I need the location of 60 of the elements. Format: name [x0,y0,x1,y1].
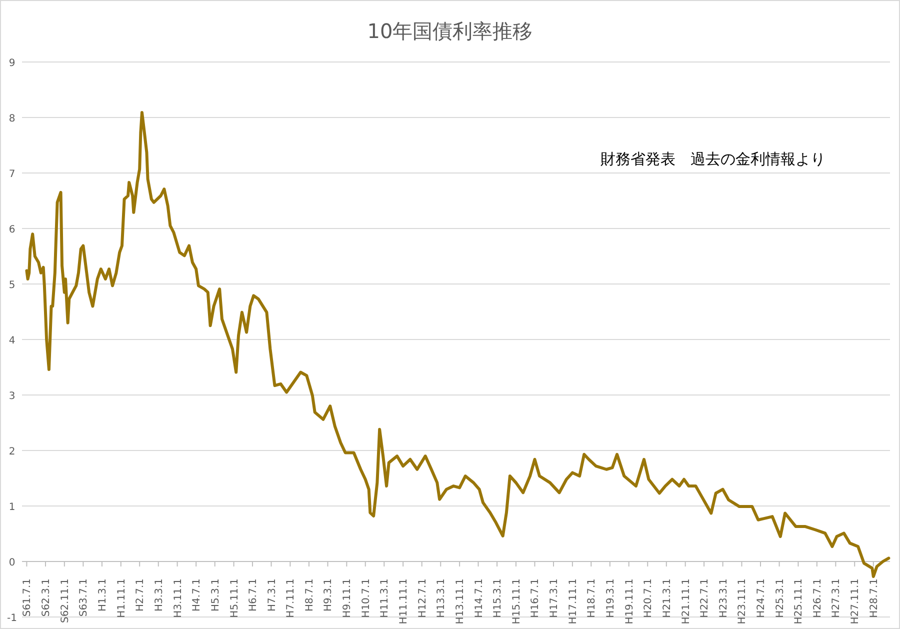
annotation: 財務省発表 過去の金利情報より [600,150,826,168]
y-tick-label: 2 [8,446,16,458]
x-tick-label: H21.11.1 [680,578,692,624]
x-tick-label: H8.7.1 [304,578,316,612]
x-tick-label: H6.7.1 [248,578,259,612]
x-tick-label: H11.3.1 [380,578,391,618]
y-tick-label: 6 [8,224,16,236]
x-tick-label: H26.7.1 [812,578,824,618]
x-tick-label: H14.7.1 [474,578,485,618]
y-tick-label: 9 [8,58,16,69]
x-tick-label: H18.7.1 [586,578,598,618]
x-tick-label: H21.3.1 [662,578,673,618]
x-tick-label: H7.11.1 [286,578,297,618]
x-tick-label: H23.3.1 [718,578,730,618]
x-tick-label: H13.11.1 [455,578,466,624]
y-tick-label: 7 [8,169,16,180]
x-tick-label: H17.3.1 [549,578,560,618]
x-tick-label: H17.11.1 [568,578,579,624]
chart-title: 10年国債利率推移 [367,19,533,43]
y-tick-label: 4 [8,336,16,346]
x-tick-label: S62.3.1 [40,578,52,617]
x-tick-label: H15.11.1 [511,578,522,624]
x-tick-label: H7.3.1 [266,578,278,612]
x-tick-label: H3.3.1 [154,578,165,612]
y-tick-label: 5 [8,280,16,291]
line-series [25,111,890,578]
y-tick-label: 8 [8,114,16,124]
x-tick-label: H9.3.1 [323,578,334,612]
x-tick-label: H22.7.1 [700,578,711,618]
x-tick-label: H15.3.1 [492,578,504,618]
x-tick-label: H20.7.1 [643,578,654,618]
x-tick-label: H23.11.1 [737,578,748,624]
y-tick-label: -1 [7,613,17,624]
x-tick-label: H19.3.1 [605,578,616,618]
x-tick-label: H10.7.1 [360,578,372,618]
x-tick-label: H28.7.1 [868,578,880,618]
x-tick-label: H11.11.1 [398,578,410,624]
y-tick-label: 1 [8,502,16,513]
x-tick-label: H25.3.1 [774,578,786,618]
x-tick-label: H9.11.1 [342,578,354,618]
x-tick-label: H24.7.1 [756,578,768,618]
x-tick-label: H2.7.1 [135,578,146,612]
x-tick-label: H5.3.1 [210,578,222,612]
x-tick-label: H12.7.1 [417,578,428,618]
x-tick-label: H27.11.1 [850,578,862,624]
y-tick-label: 3 [8,391,16,402]
x-tick-label: H5.11.1 [229,578,240,618]
x-tick-label: S61.7.1 [22,578,34,617]
x-tick-label: S62.11.1 [60,578,71,624]
x-tick-label: S63.7.1 [78,578,90,617]
x-tick-label: H1.3.1 [97,578,108,612]
x-tick-label: H25.11.1 [794,578,805,624]
x-tick-label: H3.11.1 [172,578,184,618]
x-tick-label: H13.3.1 [436,578,448,618]
x-tick-label: H16.7.1 [530,578,542,618]
x-tick-label: H4.7.1 [192,578,203,612]
y-tick-label: 0 [8,558,16,568]
x-tick-label: H27.3.1 [831,578,842,618]
x-tick-label: H1.11.1 [116,578,128,618]
x-tick-label: H19.11.1 [624,578,636,624]
